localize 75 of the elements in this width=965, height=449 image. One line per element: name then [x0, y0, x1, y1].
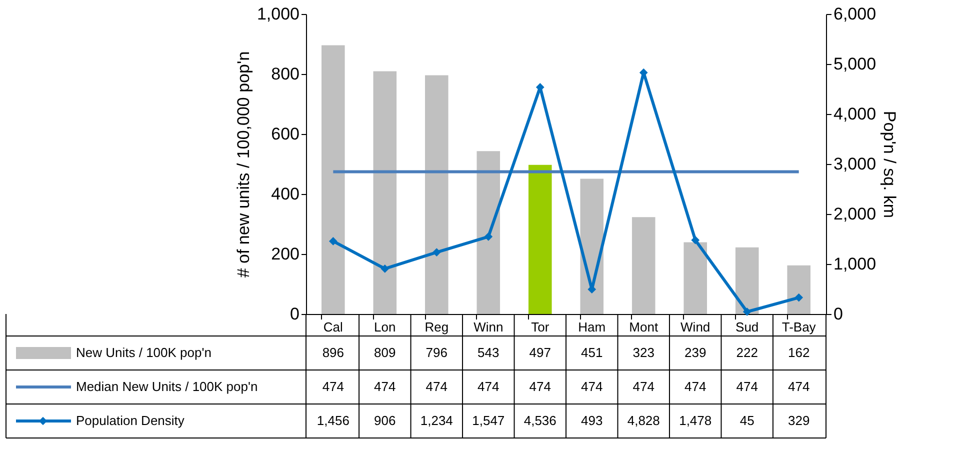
bar — [684, 242, 707, 314]
data-label: 543 — [478, 345, 500, 360]
legend-label: New Units / 100K pop'n — [76, 345, 212, 360]
data-label: 329 — [788, 413, 810, 428]
data-label: 474 — [322, 379, 344, 394]
data-label: 474 — [581, 379, 603, 394]
y2-tick-label: 0 — [834, 304, 843, 324]
x-tick-label: Ham — [578, 320, 606, 334]
y2-tick-label: 4,000 — [834, 104, 876, 124]
data-label: 1,547 — [472, 413, 505, 428]
point — [380, 264, 390, 273]
y-axis-title: # of new units / 100,000 pop'n — [234, 51, 253, 278]
data-label: 474 — [736, 379, 758, 394]
legend-label: Median New Units / 100K pop'n — [76, 379, 258, 394]
x-tick-label: Mont — [629, 320, 658, 334]
bar — [373, 71, 397, 314]
data-label: 474 — [478, 379, 500, 394]
x-tick-label: Reg — [424, 320, 449, 334]
data-label: 4,536 — [524, 413, 556, 428]
data-label: 323 — [632, 345, 654, 360]
y-tick-label: 600 — [271, 124, 300, 144]
bar — [787, 265, 810, 314]
data-label: 474 — [529, 379, 551, 394]
data-label: 4,828 — [627, 413, 660, 428]
y-tick-label: 1,000 — [256, 4, 300, 24]
data-label: 162 — [788, 345, 810, 360]
data-label: 474 — [684, 379, 706, 394]
x-tick-label: Wind — [680, 320, 710, 334]
y2-tick-label: 3,000 — [834, 154, 876, 174]
x-tick-label: Tor — [531, 320, 550, 334]
y2-axis-title: Pop'n / sq. km — [880, 110, 900, 218]
data-label: 451 — [581, 345, 603, 360]
data-label: 1,478 — [679, 413, 712, 428]
y2-tick-label: 2,000 — [834, 204, 876, 224]
data-label: 222 — [736, 345, 758, 360]
data-label: 239 — [684, 345, 706, 360]
data-label: 474 — [426, 379, 448, 394]
y-tick-label: 800 — [271, 64, 300, 84]
bar — [735, 247, 759, 314]
point — [742, 308, 752, 316]
bar — [528, 164, 552, 314]
data-label: 896 — [322, 345, 344, 360]
x-tick-label: Sud — [736, 320, 759, 334]
y2-tick-label: 1,000 — [834, 254, 876, 274]
data-label: 796 — [426, 345, 448, 360]
y-tick-label: 400 — [271, 184, 300, 204]
bar — [322, 45, 345, 314]
data-label: 474 — [374, 379, 396, 394]
data-label: 45 — [740, 413, 754, 428]
x-tick-label: T-Bay — [782, 320, 816, 334]
bar — [580, 178, 604, 314]
data-label: 809 — [374, 345, 396, 360]
bar — [425, 75, 448, 314]
point — [432, 248, 441, 256]
data-label: 493 — [581, 413, 603, 428]
bar — [632, 217, 656, 314]
point — [794, 293, 804, 302]
x-tick-label: Cal — [323, 320, 344, 334]
data-label: 906 — [374, 413, 396, 428]
y-tick-label: 200 — [271, 244, 300, 264]
data-label: 497 — [529, 345, 551, 360]
legend-label: Population Density — [76, 413, 185, 428]
bar — [476, 151, 500, 314]
point — [691, 236, 700, 244]
point — [328, 237, 338, 246]
point — [484, 232, 493, 241]
x-tick-label: Winn — [474, 320, 504, 334]
y2-tick-label: 6,000 — [834, 4, 876, 24]
data-label: 474 — [632, 379, 654, 394]
x-tick-label: Lon — [374, 320, 396, 334]
y2-tick-label: 5,000 — [834, 54, 876, 74]
data-label: 1,234 — [420, 413, 453, 428]
data-label: 474 — [788, 379, 810, 394]
data-label: 1,456 — [316, 413, 350, 428]
y-tick-label: 0 — [290, 304, 300, 324]
